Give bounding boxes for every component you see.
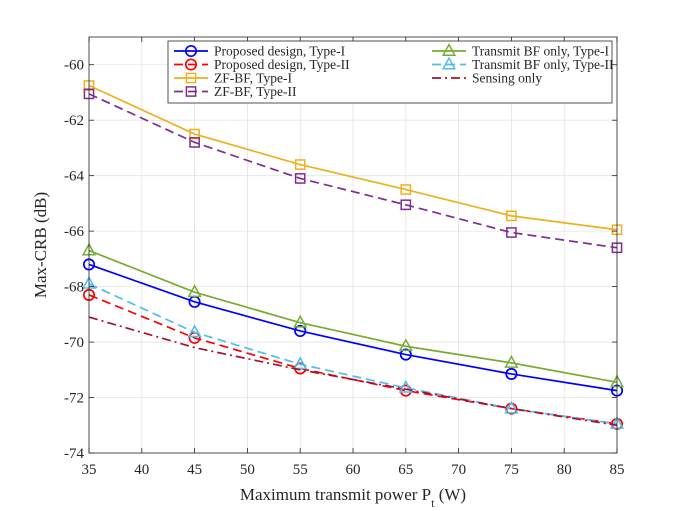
axis-ticks: 35 40 45 50 55 60 65 70 75 80 85 -74 -72 -70 -68 -66 -64… — [64, 37, 625, 478]
y-tick-label: -72 — [64, 391, 84, 407]
data-point — [400, 199, 412, 211]
x-tick-label: 55 — [293, 462, 308, 478]
data-point — [294, 173, 306, 184]
legend-item: Proposed design, Type-II — [174, 57, 350, 72]
y-tick-label: -62 — [64, 113, 84, 129]
legend-marker — [184, 44, 198, 58]
series-line — [88, 263, 618, 392]
series-transmit-bf-only-type-i — [81, 242, 625, 388]
x-tick-label: 60 — [346, 462, 361, 478]
legend-marker — [441, 43, 457, 56]
legend-marker — [184, 58, 198, 71]
legend-label: Proposed design, Type-II — [214, 57, 350, 72]
x-tick-label: 65 — [398, 462, 413, 478]
x-axis-label-subscript: t — [431, 496, 435, 510]
legend-item: Transmit BF only, Type-II — [432, 56, 614, 72]
data-point — [398, 338, 413, 352]
data-point — [504, 354, 519, 368]
legend-marker — [185, 86, 197, 97]
legend-item: ZF-BF, Type-II — [174, 84, 297, 99]
y-tick-label: -70 — [64, 335, 84, 351]
legend-item: Transmit BF only, Type-I — [432, 43, 609, 59]
series-line — [88, 93, 618, 249]
legend-label: Proposed design, Type-I — [214, 44, 346, 59]
series-line — [88, 316, 618, 427]
legend-item: ZF-BF, Type-I — [174, 71, 292, 86]
data-point — [400, 184, 412, 195]
legend-box — [167, 40, 613, 104]
legend-label: Sensing only — [472, 71, 542, 86]
legend-label: Transmit BF only, Type-I — [472, 44, 609, 59]
data-point — [294, 159, 306, 170]
legend-marker — [441, 56, 457, 70]
x-tick-label: 85 — [610, 462, 625, 478]
data-point — [506, 210, 517, 222]
x-tick-label: 75 — [504, 462, 519, 478]
legend: Proposed design, Type-I Transmit BF only,… — [167, 40, 614, 104]
data-point — [187, 324, 202, 338]
y-tick-label: -66 — [64, 224, 84, 240]
legend-label: ZF-BF, Type-II — [214, 84, 297, 99]
x-tick-label: 40 — [134, 462, 149, 478]
y-tick-label: -60 — [64, 58, 84, 74]
data-point — [189, 137, 200, 148]
series-line — [88, 249, 618, 384]
data-point — [505, 367, 518, 381]
data-point — [399, 348, 412, 361]
legend-label: Transmit BF only, Type-II — [472, 57, 614, 72]
y-tick-label: -64 — [64, 169, 84, 185]
data-point — [293, 314, 308, 328]
x-tick-label: 80 — [557, 462, 572, 478]
legend-label: ZF-BF, Type-I — [214, 71, 292, 86]
x-tick-label: 70 — [451, 462, 466, 478]
x-tick-label: 35 — [82, 462, 97, 478]
legend-item: Sensing only — [432, 71, 542, 86]
data-point — [187, 284, 202, 298]
legend-item: Proposed design, Type-I — [174, 44, 346, 59]
series-line — [88, 283, 618, 425]
x-axis-label: Maximum transmit power Pt (W) — [240, 485, 466, 510]
y-axis-label: Max-CRB (dB) — [31, 192, 50, 298]
data-point — [189, 128, 200, 140]
data-point — [293, 356, 308, 370]
series-sensing-only — [88, 316, 618, 427]
legend-marker — [185, 72, 197, 84]
data-point — [398, 379, 413, 393]
x-tick-label: 45 — [187, 462, 202, 478]
series-zf-bf-type-ii — [83, 88, 623, 254]
y-tick-label: -68 — [64, 280, 84, 296]
y-tick-label: -74 — [64, 446, 84, 462]
data-point — [506, 227, 517, 238]
data-point — [294, 324, 307, 338]
x-tick-label: 50 — [240, 462, 255, 478]
series-line — [88, 84, 618, 231]
data-point — [504, 400, 519, 414]
